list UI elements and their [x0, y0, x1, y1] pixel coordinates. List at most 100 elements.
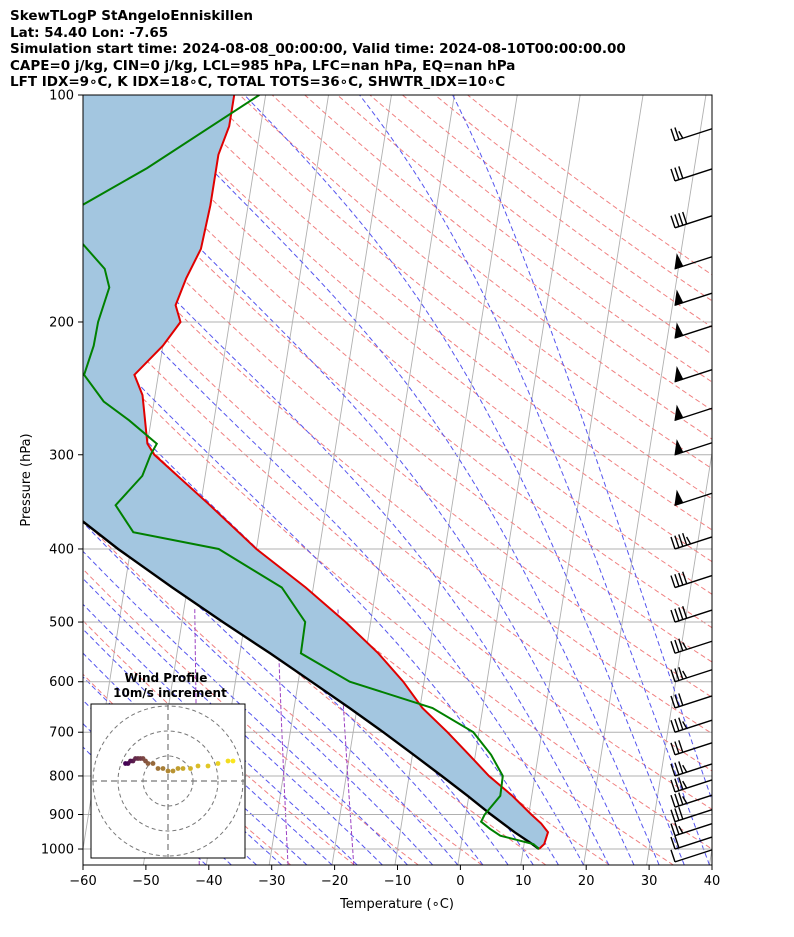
wind-barb-feather: [678, 638, 684, 651]
moist-adiabat: [83, 628, 333, 865]
wind-barb: [674, 404, 713, 421]
wind-barb-shaft: [674, 822, 713, 837]
moist-adiabat: [452, 95, 712, 802]
wind-barb-feather: [670, 742, 676, 756]
isotherm: [331, 95, 455, 865]
x-axis: −60 −50 −40 −30 −20 −10 0 10 20 30 40: [69, 865, 720, 889]
wind-barb-feather: [678, 806, 684, 820]
wind-barb-feather: [670, 779, 676, 793]
wind-barb-feather: [678, 777, 684, 790]
hodograph-point: [150, 761, 156, 766]
wind-barb-feather: [674, 668, 680, 681]
x-tick-label: 0: [456, 874, 464, 889]
wind-barb-feather: [678, 607, 684, 620]
temperature-line: [133, 95, 550, 850]
moist-adiabat: [244, 95, 685, 865]
wind-barbs: [670, 127, 713, 863]
wind-barb-shaft: [674, 779, 713, 793]
hodograph-point: [188, 766, 193, 771]
isotherm: [457, 95, 581, 865]
y-tick-label: 300: [49, 448, 74, 463]
wind-barb-feather: [682, 606, 688, 619]
wind-barb-shaft: [674, 849, 713, 863]
wind-barb: [670, 638, 713, 654]
wind-barb-feather: [678, 213, 684, 226]
dry-adiabat: [83, 568, 419, 865]
y-tick-label: 400: [49, 542, 74, 557]
wind-barb-feather: [682, 796, 688, 804]
dry-adiabat: [83, 619, 355, 865]
hodograph-title: Wind Profile: [125, 671, 208, 685]
mixing-ratio-line: [276, 608, 289, 865]
chart-header: SkewTLogP StAngeloEnniskillen Lat: 54.40…: [10, 8, 626, 91]
wind-barb-feather: [674, 835, 680, 848]
cape-shading: [83, 95, 548, 849]
wind-barb-feather: [674, 574, 680, 587]
wind-barb: [670, 127, 713, 142]
wind-barb-feather: [674, 639, 680, 653]
wind-barb-feather: [678, 740, 684, 753]
wind-barb: [670, 822, 713, 837]
moist-adiabat: [83, 417, 509, 865]
wind-barb-flag: [674, 489, 684, 506]
isotherm: [709, 846, 712, 865]
x-axis-label: Temperature (∘C): [339, 897, 454, 912]
wind-barb-feather: [674, 694, 680, 707]
x-tick-label: −60: [69, 874, 96, 889]
isotherm: [0, 95, 77, 865]
wind-barb-feather: [670, 849, 676, 863]
time-line: Simulation start time: 2024-08-08_00:00:…: [10, 41, 626, 58]
hodograph-ring: [117, 730, 219, 832]
dry-adiabat: [109, 95, 712, 595]
wind-barb-feather: [670, 695, 676, 709]
wind-barb: [670, 761, 713, 777]
wind-barb: [674, 253, 713, 270]
x-tick-label: −30: [258, 874, 285, 889]
wind-barb-feather: [670, 809, 676, 822]
wind-barb-feather: [678, 792, 684, 805]
wind-barb: [674, 366, 713, 383]
wind-barb-shaft: [674, 128, 713, 142]
wind-barb: [674, 489, 713, 506]
wind-barb-shaft: [674, 809, 713, 823]
dry-adiabat: [83, 336, 712, 850]
wind-barb-feather: [674, 535, 680, 548]
wind-barb-feather: [682, 211, 688, 225]
y-tick-label: 1000: [41, 843, 74, 858]
wind-barb-feather: [670, 168, 676, 182]
x-tick-label: 20: [578, 874, 595, 889]
dry-adiabat: [304, 95, 712, 411]
wind-barb: [670, 693, 713, 709]
wind-barb-feather: [670, 720, 676, 733]
wind-barb-shaft: [674, 695, 713, 709]
dry-adiabat: [83, 518, 483, 865]
wind-barb-feather: [678, 717, 684, 730]
wind-barb-flag: [674, 322, 684, 339]
wind-barb-feather: [678, 166, 684, 179]
moist-adiabat: [83, 550, 408, 865]
isotherm: [583, 95, 707, 865]
moist-adiabat: [139, 95, 660, 865]
wind-barb: [670, 211, 713, 229]
wind-barb-shaft: [674, 719, 713, 733]
hodograph-point: [225, 758, 231, 764]
wind-barb-shaft: [674, 640, 713, 654]
x-tick-label: −40: [195, 874, 222, 889]
hodograph-point: [165, 768, 171, 774]
wind-barb-feather: [674, 808, 680, 821]
isotherm: [520, 95, 644, 865]
isotherm: [268, 95, 392, 865]
wind-barb-feather: [670, 669, 676, 682]
moist-adiabat: [83, 202, 610, 865]
wind-barb-feather: [674, 718, 680, 732]
dry-adiabat: [434, 95, 712, 302]
wind-barb-feather: [682, 642, 688, 650]
wind-barb-feather: [678, 534, 684, 547]
wind-barb: [670, 717, 713, 733]
chart-title: SkewTLogP StAngeloEnniskillen: [10, 8, 253, 24]
wind-barb-feather: [670, 575, 676, 588]
dry-adiabat: [83, 294, 712, 810]
wind-barb-feather: [682, 764, 688, 773]
wind-barb: [670, 666, 713, 683]
